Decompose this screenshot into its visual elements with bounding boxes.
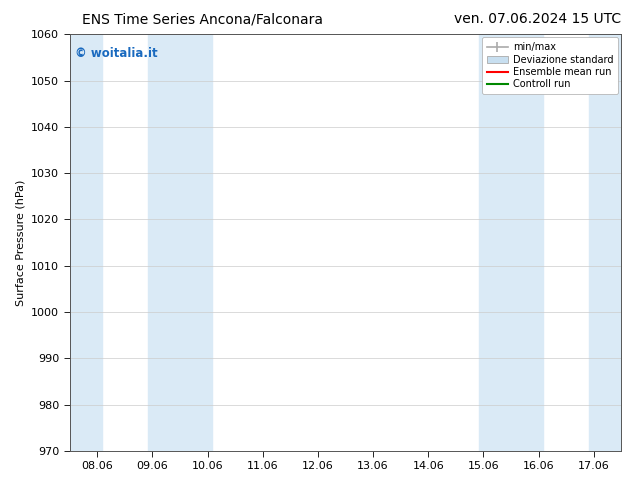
Text: ENS Time Series Ancona/Falconara: ENS Time Series Ancona/Falconara (82, 12, 323, 26)
Text: ven. 07.06.2024 15 UTC: ven. 07.06.2024 15 UTC (454, 12, 621, 26)
Y-axis label: Surface Pressure (hPa): Surface Pressure (hPa) (16, 179, 25, 306)
Bar (148, 34, 212, 451)
Legend: min/max, Deviazione standard, Ensemble mean run, Controll run: min/max, Deviazione standard, Ensemble m… (482, 37, 618, 94)
Text: © woitalia.it: © woitalia.it (75, 47, 158, 60)
Bar (479, 34, 543, 451)
Bar (70, 34, 101, 451)
Bar (590, 34, 621, 451)
